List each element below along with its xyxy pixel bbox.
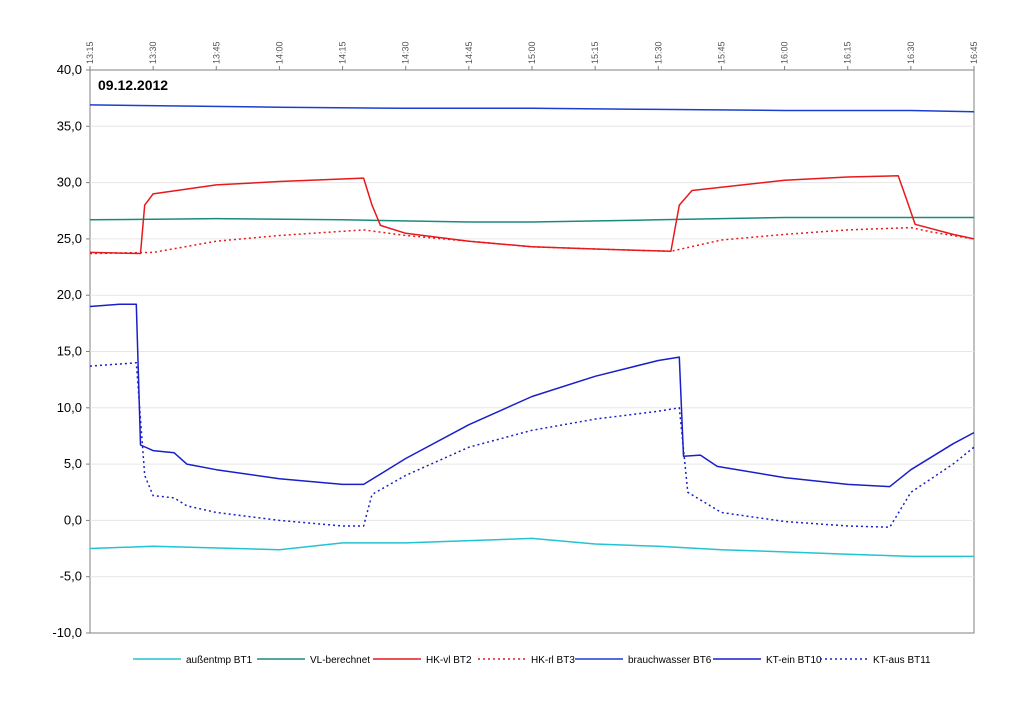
chart-title: 09.12.2012 bbox=[98, 77, 168, 93]
x-tick-label: 14:45 bbox=[464, 41, 474, 64]
series-line bbox=[89, 175, 975, 255]
x-tick-label: 15:30 bbox=[653, 41, 663, 64]
x-tick-label: 15:00 bbox=[527, 41, 537, 64]
legend-label: brauchwasser BT6 bbox=[628, 655, 712, 666]
x-tick-label: 15:15 bbox=[590, 41, 600, 64]
y-tick-label: -10,0 bbox=[52, 625, 82, 640]
x-tick-label: 16:00 bbox=[780, 41, 790, 64]
legend-label: außentmp BT1 bbox=[186, 655, 253, 666]
legend-label: HK-vl BT2 bbox=[426, 655, 472, 666]
x-tick-label: 16:15 bbox=[843, 41, 853, 64]
y-axis-ticks: -10,0 -5,0 0,0 5,0 10,0 15,0 20,0 25,0 30,0 35,0 4… bbox=[52, 62, 90, 640]
x-axis-ticks: 13:15 13:30 13:45 14:00 14:15 14:30 14:45 15:00… bbox=[85, 41, 979, 70]
legend-label: VL-berechnet bbox=[310, 655, 370, 666]
x-tick-label: 16:45 bbox=[969, 41, 979, 64]
series-line bbox=[89, 362, 975, 528]
y-tick-label: 5,0 bbox=[64, 456, 82, 471]
x-tick-label: 14:30 bbox=[401, 41, 411, 64]
y-tick-label: 20,0 bbox=[57, 287, 82, 302]
y-tick-label: 0,0 bbox=[64, 512, 82, 527]
x-tick-label: 13:30 bbox=[148, 41, 158, 64]
y-tick-label: 30,0 bbox=[57, 175, 82, 190]
x-tick-label: 16:30 bbox=[906, 41, 916, 64]
x-tick-label: 15:45 bbox=[716, 41, 726, 64]
series-layer bbox=[89, 104, 975, 558]
y-tick-label: 40,0 bbox=[57, 62, 82, 77]
legend-label: KT-aus BT11 bbox=[873, 655, 931, 666]
x-tick-label: 14:15 bbox=[338, 41, 348, 64]
x-tick-label: 14:00 bbox=[274, 41, 284, 64]
y-tick-label: 15,0 bbox=[57, 344, 82, 359]
series-line bbox=[89, 104, 975, 113]
x-tick-label: 13:15 bbox=[85, 41, 95, 64]
gridlines bbox=[90, 125, 974, 578]
y-tick-label: -5,0 bbox=[60, 569, 82, 584]
series-line bbox=[89, 537, 974, 558]
y-tick-label: 35,0 bbox=[57, 118, 82, 133]
series-line bbox=[89, 303, 975, 488]
legend-label: KT-ein BT10 bbox=[766, 655, 822, 666]
legend-label: HK-rl BT3 bbox=[531, 655, 575, 666]
series-line bbox=[89, 216, 974, 223]
legend: außentmp BT1 VL-berechnet HK-vl BT2 HK-rl B… bbox=[133, 655, 931, 666]
x-tick-label: 13:45 bbox=[211, 41, 221, 64]
y-tick-label: 25,0 bbox=[57, 231, 82, 246]
series-line bbox=[89, 226, 975, 255]
y-tick-label: 10,0 bbox=[57, 400, 82, 415]
